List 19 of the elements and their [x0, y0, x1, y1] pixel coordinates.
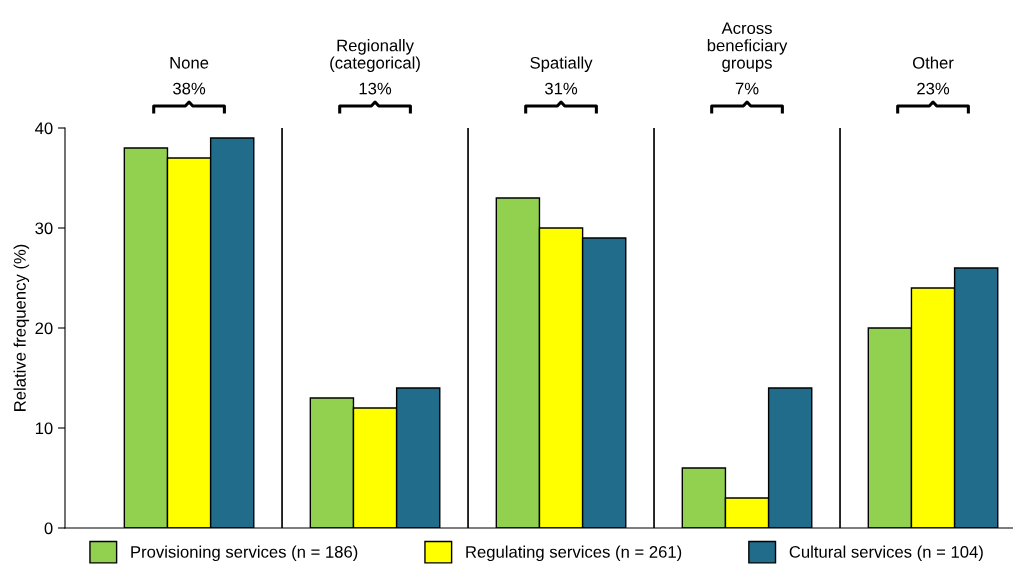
legend-label: Provisioning services (n = 186) [131, 545, 358, 562]
x-tick-label: Across beneficiary groups [707, 22, 788, 72]
x-tick-label: Regionally (categorical) [330, 39, 420, 72]
x-tick-label: None [170, 57, 209, 69]
text: 7% [735, 82, 759, 95]
text: 38% [173, 82, 206, 95]
y-tick-label: 30 [35, 222, 53, 235]
y-axis-title: Relative frequency (%) [13, 244, 30, 411]
y-tick-label: 20 [35, 322, 53, 335]
legend-label: Regulating services (n = 261) [466, 545, 682, 562]
x-tick-label: Spatially [530, 56, 593, 72]
y-tick-label: 0 [44, 522, 53, 535]
text: 13% [359, 82, 392, 95]
y-tick-label: 10 [35, 422, 53, 435]
text: 31% [545, 82, 578, 95]
text: 23% [917, 82, 950, 95]
x-tick-label: Other [912, 56, 954, 69]
y-tick-label: 40 [35, 122, 53, 135]
legend-label: Cultural services (n = 104) [789, 545, 983, 562]
